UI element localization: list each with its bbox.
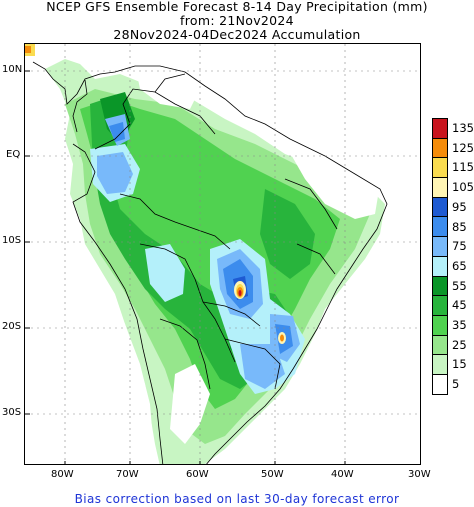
legend-swatch-35 <box>432 314 448 335</box>
legend-label-95: 95 <box>452 199 467 214</box>
lat-label-10s: 10S <box>2 235 22 246</box>
legend-label-125: 125 <box>452 140 474 155</box>
legend-label-5: 5 <box>452 377 460 392</box>
legend-swatch-85 <box>432 216 448 237</box>
map-canvas <box>25 44 420 464</box>
legend-swatch-65 <box>432 255 448 276</box>
precip-65-75-d <box>240 344 285 389</box>
legend-label-65: 65 <box>452 258 467 273</box>
precip-135-plus <box>238 290 242 296</box>
precip-55-65-central <box>145 244 185 302</box>
lat-label-eq: EQ <box>6 149 21 160</box>
dry-area-northeast <box>285 144 380 219</box>
precip-115-plus-sp <box>280 334 284 342</box>
legend-swatch-115 <box>432 157 448 178</box>
precip-65-75 <box>97 152 133 194</box>
legend-swatch-105 <box>432 177 448 197</box>
legend-swatch-5 <box>432 373 448 395</box>
lon-label-80w: 80W <box>51 469 74 480</box>
precip-85-95-c <box>109 122 125 142</box>
axis-ticks <box>25 70 346 464</box>
legend-swatch-135 <box>432 118 448 138</box>
lon-label-40w: 40W <box>331 469 354 480</box>
legend-label-25: 25 <box>452 337 467 352</box>
precip-caribbean-core <box>25 46 31 53</box>
lat-label-20s: 20S <box>2 321 22 332</box>
legend-swatch-15 <box>432 354 448 374</box>
dry-area-venezuela <box>135 64 200 109</box>
legend-swatch-55 <box>432 275 448 296</box>
legend-swatch-95 <box>432 196 448 217</box>
legend-label-135: 135 <box>452 121 474 135</box>
accumulation-period: 28Nov2024-04Dec2024 Accumulation <box>113 27 361 42</box>
legend-label-105: 105 <box>452 180 474 195</box>
legend-label-35: 35 <box>452 318 467 332</box>
forecast-init-date: from: 21Nov2024 <box>180 13 294 28</box>
lat-label-10n: 10N <box>2 64 23 75</box>
lat-label-30s: 30S <box>2 407 22 418</box>
precipitation-map <box>24 43 421 465</box>
legend-label-85: 85 <box>452 219 467 234</box>
legend-label-55: 55 <box>452 278 467 293</box>
precipitation-legend <box>432 118 448 395</box>
map-title: NCEP GFS Ensemble Forecast 8-14 Day Prec… <box>46 0 428 14</box>
bias-correction-note: Bias correction based on last 30-day for… <box>74 492 400 506</box>
lon-label-50w: 50W <box>261 469 284 480</box>
legend-swatch-25 <box>432 334 448 355</box>
lon-label-70w: 70W <box>116 469 139 480</box>
dry-area-pacific <box>25 204 155 464</box>
lat-lon-grid <box>25 44 420 464</box>
legend-label-45: 45 <box>452 298 467 313</box>
legend-swatch-75 <box>432 236 448 256</box>
precip-35-45-east <box>260 189 315 279</box>
lon-label-30w: 30W <box>408 469 431 480</box>
legend-label-75: 75 <box>452 239 467 254</box>
legend-label-15: 15 <box>452 357 467 372</box>
lon-label-60w: 60W <box>186 469 209 480</box>
legend-swatch-125 <box>432 137 448 158</box>
legend-label-115: 115 <box>452 160 474 175</box>
legend-swatch-45 <box>432 295 448 315</box>
